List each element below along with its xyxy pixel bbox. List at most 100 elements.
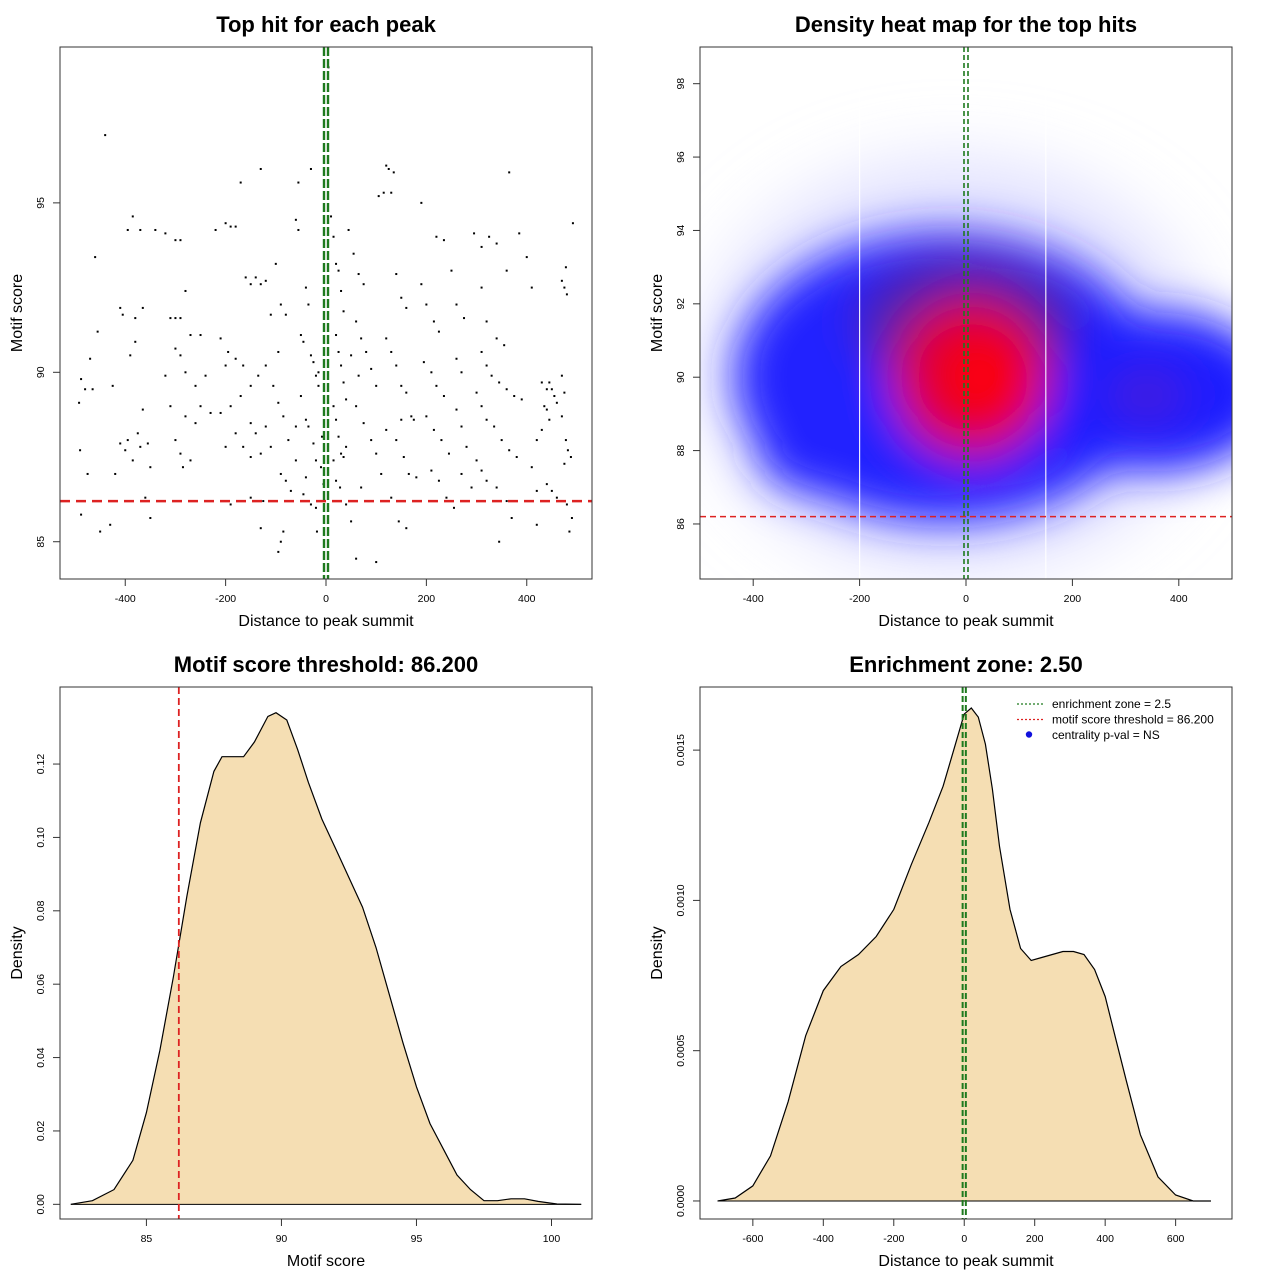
data-point <box>337 435 340 438</box>
data-point <box>380 472 383 475</box>
data-point <box>169 317 172 320</box>
data-point <box>332 459 335 462</box>
data-point <box>555 401 558 404</box>
data-point <box>362 422 365 425</box>
chart-title: Motif score threshold: 86.200 <box>174 652 478 677</box>
y-tick-label: 0.08 <box>35 900 47 921</box>
data-point <box>485 479 488 482</box>
data-point <box>317 384 320 387</box>
data-point <box>571 222 574 225</box>
data-point <box>154 228 157 231</box>
data-point <box>335 334 338 337</box>
data-point <box>337 350 340 353</box>
data-point <box>239 395 242 398</box>
heatmap-field <box>700 47 1232 579</box>
x-tick-label: 0 <box>323 593 329 605</box>
data-point <box>480 405 483 408</box>
y-tick-label: 0.12 <box>35 754 47 775</box>
data-point <box>518 232 521 235</box>
data-point <box>455 357 458 360</box>
data-point <box>194 422 197 425</box>
data-point <box>234 225 237 228</box>
data-point <box>435 384 438 387</box>
data-point <box>405 527 408 530</box>
data-point <box>80 513 83 516</box>
data-point <box>455 303 458 306</box>
x-tick-label: 200 <box>1064 593 1082 605</box>
data-point <box>249 422 252 425</box>
data-point <box>400 418 403 421</box>
x-tick-label: -400 <box>743 593 764 605</box>
data-point <box>569 456 572 459</box>
data-point <box>309 503 312 506</box>
data-point <box>513 395 516 398</box>
x-tick-label: 100 <box>543 1233 561 1245</box>
data-point <box>407 472 410 475</box>
data-point <box>385 164 388 167</box>
x-axis-label: Distance to peak summit <box>878 613 1054 630</box>
data-point <box>264 425 267 428</box>
data-point <box>442 395 445 398</box>
data-point <box>269 313 272 316</box>
data-point <box>99 530 102 533</box>
data-point <box>94 256 97 259</box>
x-tick-label: 0 <box>963 593 969 605</box>
panel-score-density: Motif score threshold: 86.200 Motif score… <box>9 652 593 1270</box>
data-point <box>555 496 558 499</box>
y-axis: 0.0000 0.0005 0.0010 0.0015 <box>675 734 700 1217</box>
data-point <box>294 218 297 221</box>
data-point <box>405 391 408 394</box>
data-point <box>302 340 305 343</box>
data-point <box>284 313 287 316</box>
data-point <box>422 361 425 364</box>
data-point <box>119 306 122 309</box>
data-point <box>540 428 543 431</box>
data-point <box>229 225 232 228</box>
data-point <box>174 347 177 350</box>
data-point <box>144 496 147 499</box>
data-point <box>447 452 450 455</box>
y-tick-label: 0.10 <box>35 827 47 848</box>
data-point <box>254 276 257 279</box>
data-point <box>545 408 548 411</box>
data-point <box>560 415 563 418</box>
data-point <box>289 489 292 492</box>
data-point <box>199 405 202 408</box>
data-point <box>357 374 360 377</box>
scatter-points <box>78 66 574 564</box>
data-point <box>131 459 134 462</box>
data-point <box>335 479 338 482</box>
data-point <box>164 232 167 235</box>
data-point <box>314 459 317 462</box>
x-tick-label: -400 <box>115 593 136 605</box>
data-point <box>282 415 285 418</box>
data-point <box>508 449 511 452</box>
panel-heatmap: Density heat map for the top hits Distanc… <box>649 12 1233 630</box>
data-point <box>387 167 390 170</box>
data-point <box>254 432 257 435</box>
data-point <box>488 235 491 238</box>
data-point <box>174 239 177 242</box>
data-point <box>149 466 152 469</box>
data-point <box>545 483 548 486</box>
data-point <box>543 405 546 408</box>
y-axis: 0.00 0.02 0.04 0.06 0.08 0.10 0.12 <box>35 754 60 1215</box>
data-point <box>284 479 287 482</box>
data-point <box>564 266 567 269</box>
x-tick-label: 600 <box>1167 1233 1185 1245</box>
data-point <box>352 252 355 255</box>
density-curve <box>717 707 1211 1202</box>
y-tick-label: 0.00 <box>35 1194 47 1215</box>
data-point <box>139 445 142 448</box>
data-point <box>259 167 262 170</box>
data-point <box>109 523 112 526</box>
data-point <box>485 320 488 323</box>
data-point <box>124 449 127 452</box>
data-point <box>249 456 252 459</box>
x-tick-label: 200 <box>418 593 436 605</box>
data-point <box>294 459 297 462</box>
data-point <box>277 401 280 404</box>
data-point <box>287 439 290 442</box>
data-point <box>450 269 453 272</box>
data-point <box>435 235 438 238</box>
